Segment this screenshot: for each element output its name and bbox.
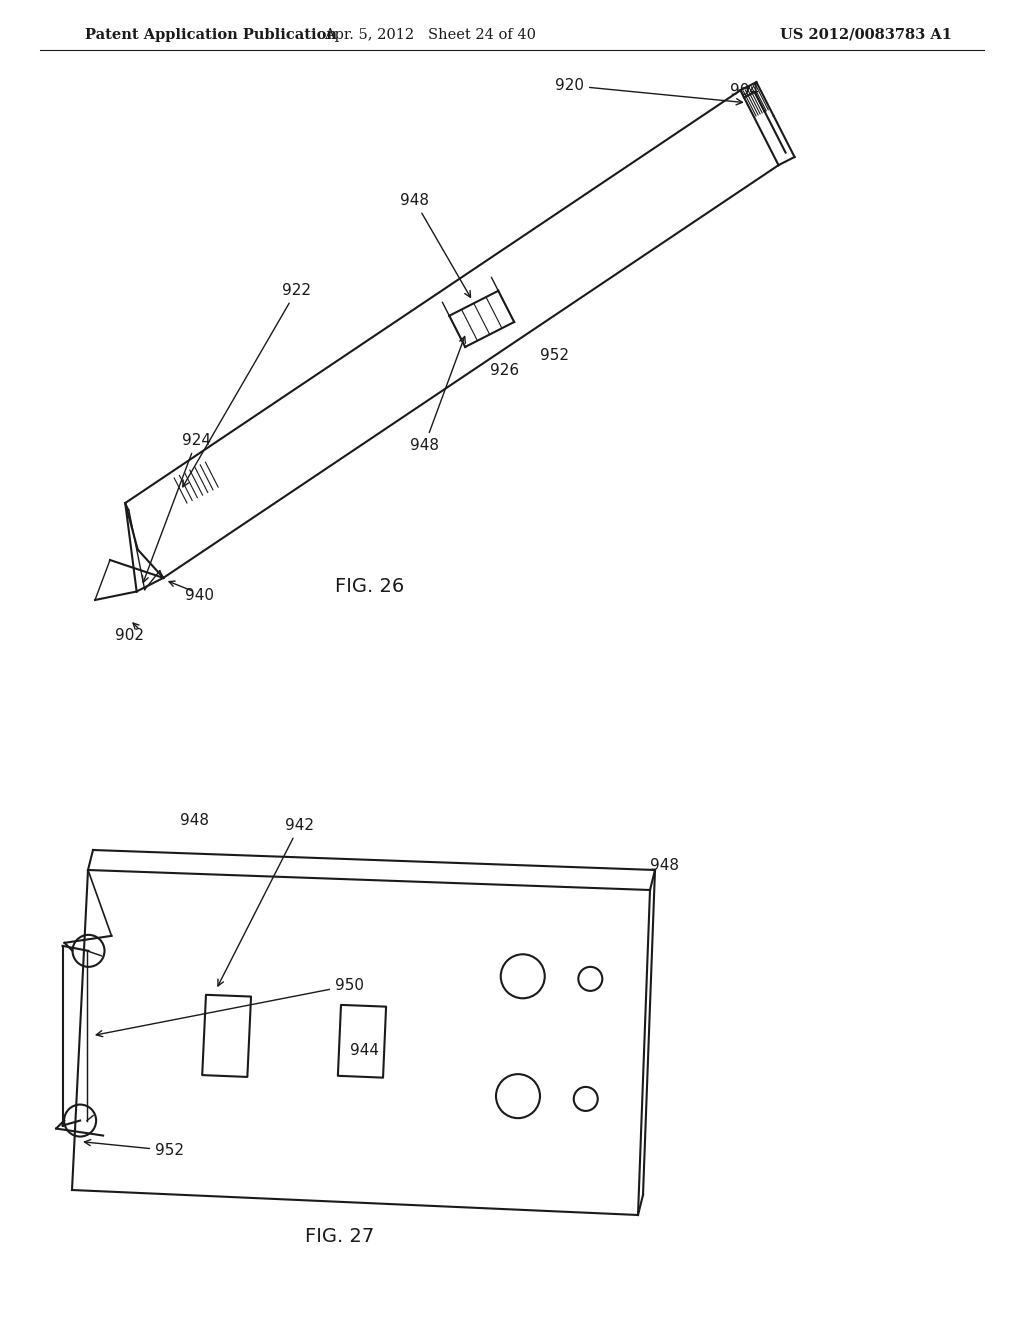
Text: 940: 940 [185,587,214,603]
Text: 952: 952 [84,1139,184,1158]
Text: 924: 924 [142,433,211,582]
Text: Patent Application Publication: Patent Application Publication [85,28,337,42]
Text: 922: 922 [182,282,311,487]
Text: 902: 902 [115,628,144,643]
Text: FIG. 27: FIG. 27 [305,1228,375,1246]
Text: 942: 942 [218,818,314,986]
Text: 948: 948 [410,337,466,453]
Text: FIG. 26: FIG. 26 [336,577,404,597]
Text: 926: 926 [490,363,519,378]
Text: 950: 950 [96,978,364,1036]
Text: 944: 944 [350,1043,379,1059]
Text: 948: 948 [650,858,679,873]
Text: 952: 952 [540,348,569,363]
Text: 904: 904 [730,83,759,98]
Text: 948: 948 [400,193,470,297]
Text: 920: 920 [555,78,742,104]
Text: US 2012/0083783 A1: US 2012/0083783 A1 [780,28,952,42]
Text: Apr. 5, 2012   Sheet 24 of 40: Apr. 5, 2012 Sheet 24 of 40 [324,28,536,42]
Text: 948: 948 [180,813,209,828]
